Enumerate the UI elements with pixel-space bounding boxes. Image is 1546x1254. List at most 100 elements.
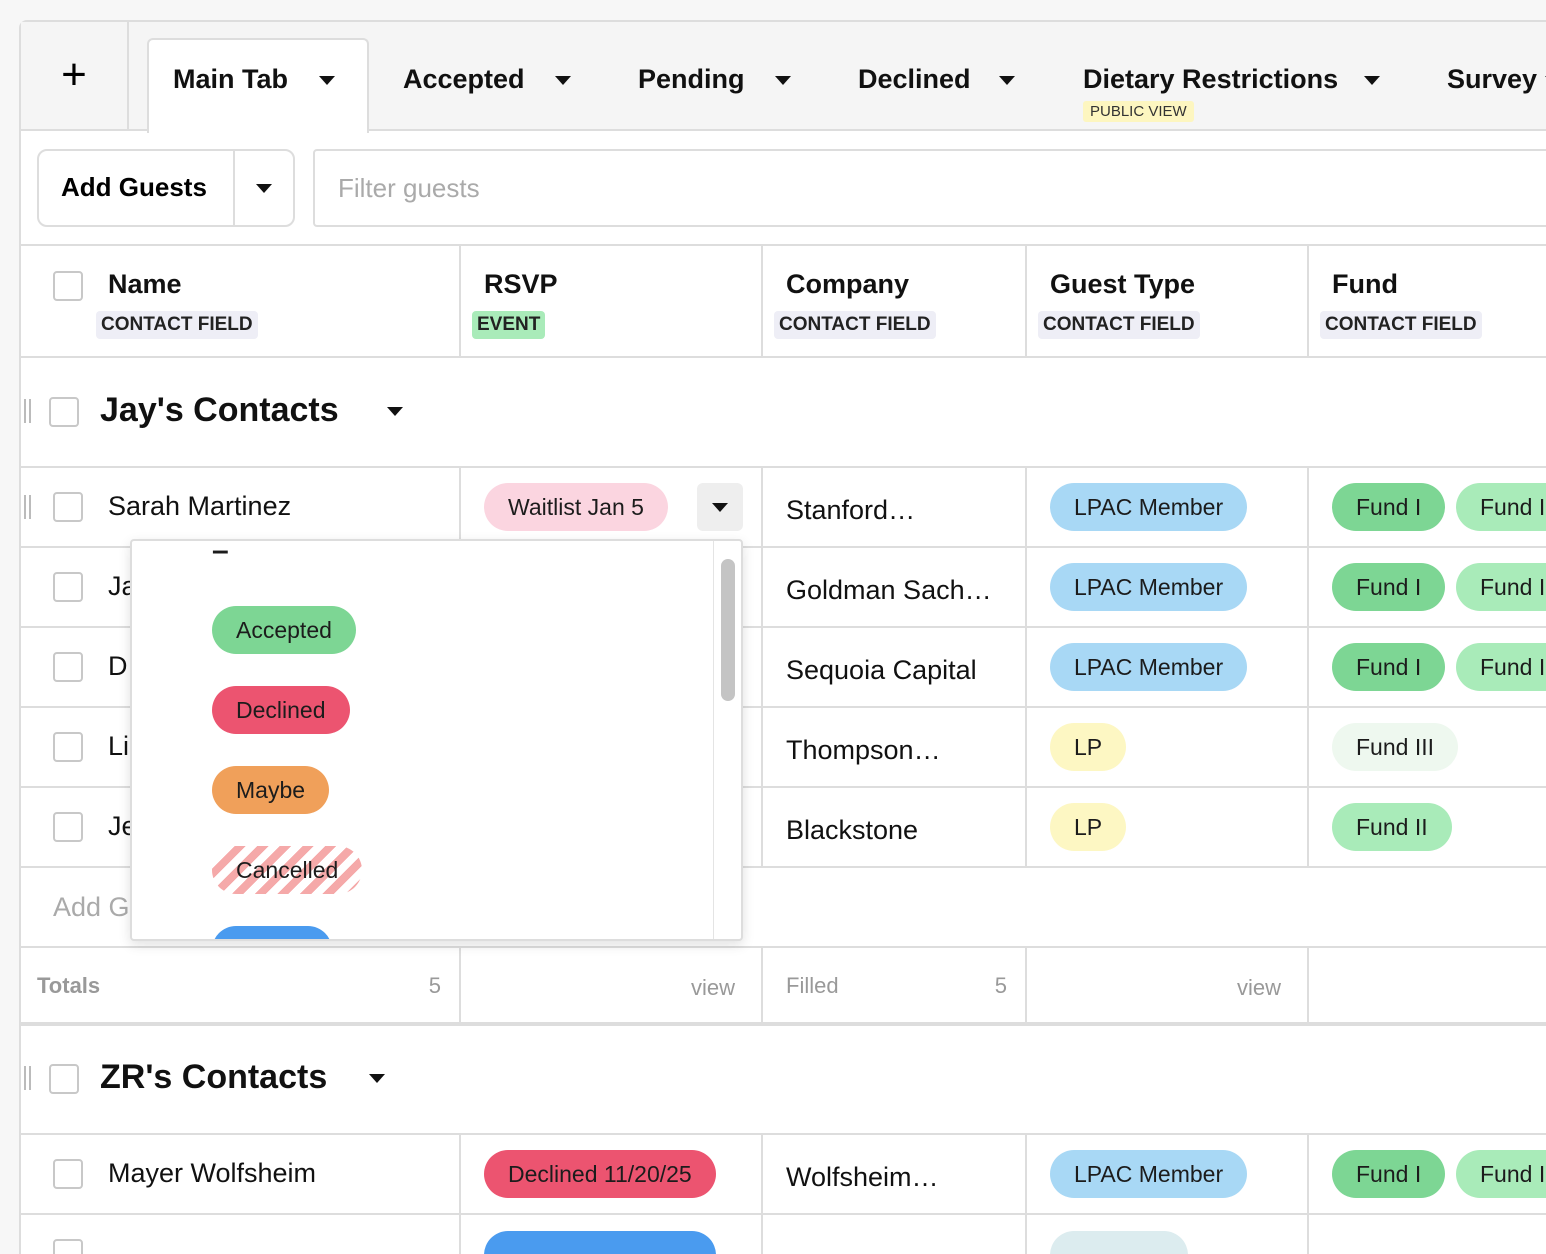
rsvp-pill[interactable]: Declined 11/20/25 <box>484 1150 716 1198</box>
column-title: Guest Type <box>1050 269 1196 299</box>
checkbox[interactable] <box>49 397 79 427</box>
divider <box>21 706 1546 708</box>
column-title: Company <box>786 269 910 299</box>
group-title: Jay's Contacts <box>100 391 339 429</box>
column-tag: CONTACT FIELD <box>96 311 258 339</box>
checkbox[interactable] <box>53 812 83 842</box>
guest-type-pill: LPAC Member <box>1050 563 1248 611</box>
fund-pill: Fund II <box>1456 563 1546 611</box>
fund-pill: Fund I <box>1332 1150 1446 1198</box>
column-tag: EVENT <box>472 311 546 339</box>
divider <box>21 1022 1546 1026</box>
divider <box>761 246 763 357</box>
divider <box>761 707 763 787</box>
divider <box>29 1066 31 1090</box>
totals-label: Totals <box>37 973 101 998</box>
fund-pill: Fund II <box>1456 643 1546 691</box>
guest-name: D <box>108 651 128 681</box>
divider <box>761 787 763 867</box>
guest-type-pill: LP <box>1050 723 1127 771</box>
add-guest-row[interactable]: Add G <box>53 892 130 922</box>
checkbox[interactable] <box>53 732 83 762</box>
divider <box>21 946 1546 948</box>
rsvp-pill-partial <box>484 1231 716 1254</box>
checkbox[interactable] <box>53 572 83 602</box>
divider <box>21 786 1546 788</box>
column-title: Fund <box>1332 269 1398 299</box>
totals-view[interactable]: view <box>1236 975 1281 1000</box>
divider <box>21 1133 1546 1135</box>
divider <box>1025 467 1027 547</box>
divider <box>21 356 1546 358</box>
fund-pill: Fund II <box>1456 483 1546 531</box>
company: Sequoia Capital <box>786 655 977 685</box>
fund-pill: Fund I <box>1332 483 1446 531</box>
tab-label[interactable]: Dietary Restrictions <box>1083 64 1339 94</box>
fund-pill: Fund II <box>1332 803 1452 851</box>
filter-input[interactable] <box>313 149 1546 227</box>
tab-label[interactable]: Main Tab <box>173 64 289 94</box>
divider <box>21 626 1546 628</box>
group-title: ZR's Contacts <box>100 1058 328 1096</box>
fund-pill: Fund I <box>1332 563 1446 611</box>
dropdown-option[interactable]: Declined <box>212 686 350 734</box>
add-guests-button[interactable] <box>37 149 295 227</box>
divider <box>459 947 461 1025</box>
rsvp-pill[interactable]: Waitlist Jan 5 <box>484 483 668 531</box>
guest-type-pill: LPAC Member <box>1050 483 1248 531</box>
totals-view[interactable]: view <box>690 975 735 1000</box>
tab-label[interactable]: Accepted <box>403 64 525 94</box>
caret <box>775 76 791 85</box>
divider <box>459 1134 461 1214</box>
caret <box>555 76 571 85</box>
column-title: Name <box>108 269 182 299</box>
checkbox[interactable] <box>53 492 83 522</box>
tab-label[interactable]: Pending <box>638 64 745 94</box>
column-tag: CONTACT FIELD <box>1320 311 1482 339</box>
dropdown-option[interactable]: – <box>212 539 229 567</box>
checkbox[interactable] <box>53 271 83 301</box>
tab-badge: PUBLIC VIEW <box>1083 101 1194 122</box>
divider <box>459 1214 461 1254</box>
caret <box>256 184 272 193</box>
scroll-track <box>713 541 741 939</box>
divider <box>1307 467 1309 547</box>
totals-count: 5 <box>428 973 441 998</box>
checkbox[interactable] <box>53 1239 83 1254</box>
dropdown-option[interactable]: Maybe <box>212 766 330 814</box>
dropdown-option[interactable]: Cancelled <box>212 846 363 894</box>
column-tag: CONTACT FIELD <box>774 311 936 339</box>
tab-label[interactable]: Declined <box>858 64 971 94</box>
add-tab[interactable]: + <box>21 22 129 131</box>
company: Blackstone <box>786 815 919 845</box>
caret <box>319 76 335 85</box>
divider <box>1307 627 1309 707</box>
filter-placeholder[interactable]: Filter guests <box>338 173 480 203</box>
tab-label[interactable]: Survey <box>1447 64 1538 94</box>
divider <box>761 947 763 1025</box>
dropdown-option[interactable]: Accepted <box>212 606 356 654</box>
checkbox[interactable] <box>53 1159 83 1189</box>
divider <box>1025 246 1027 357</box>
guest-name: Li <box>108 731 130 761</box>
caret <box>387 407 403 416</box>
divider <box>21 866 1546 868</box>
fund-pill: Fund III <box>1332 723 1458 771</box>
rsvp-dropdown: – Accepted Declined Maybe Cancelled <box>130 539 743 941</box>
divider <box>1307 707 1309 787</box>
column-title: RSVP <box>484 269 558 299</box>
divider <box>1307 1214 1309 1254</box>
add-guests-label[interactable]: Add Guests <box>61 172 207 202</box>
divider <box>1025 947 1027 1025</box>
totals-count: 5 <box>994 973 1007 998</box>
checkbox[interactable] <box>53 652 83 682</box>
fund-pill: Fund I <box>1332 643 1446 691</box>
active-tab[interactable] <box>147 38 369 133</box>
checkbox[interactable] <box>49 1064 79 1094</box>
totals-filled: Filled <box>786 973 839 998</box>
company: Wolfsheim… <box>786 1162 939 1192</box>
divider <box>1307 246 1309 357</box>
divider <box>459 467 461 547</box>
divider <box>1307 787 1309 867</box>
